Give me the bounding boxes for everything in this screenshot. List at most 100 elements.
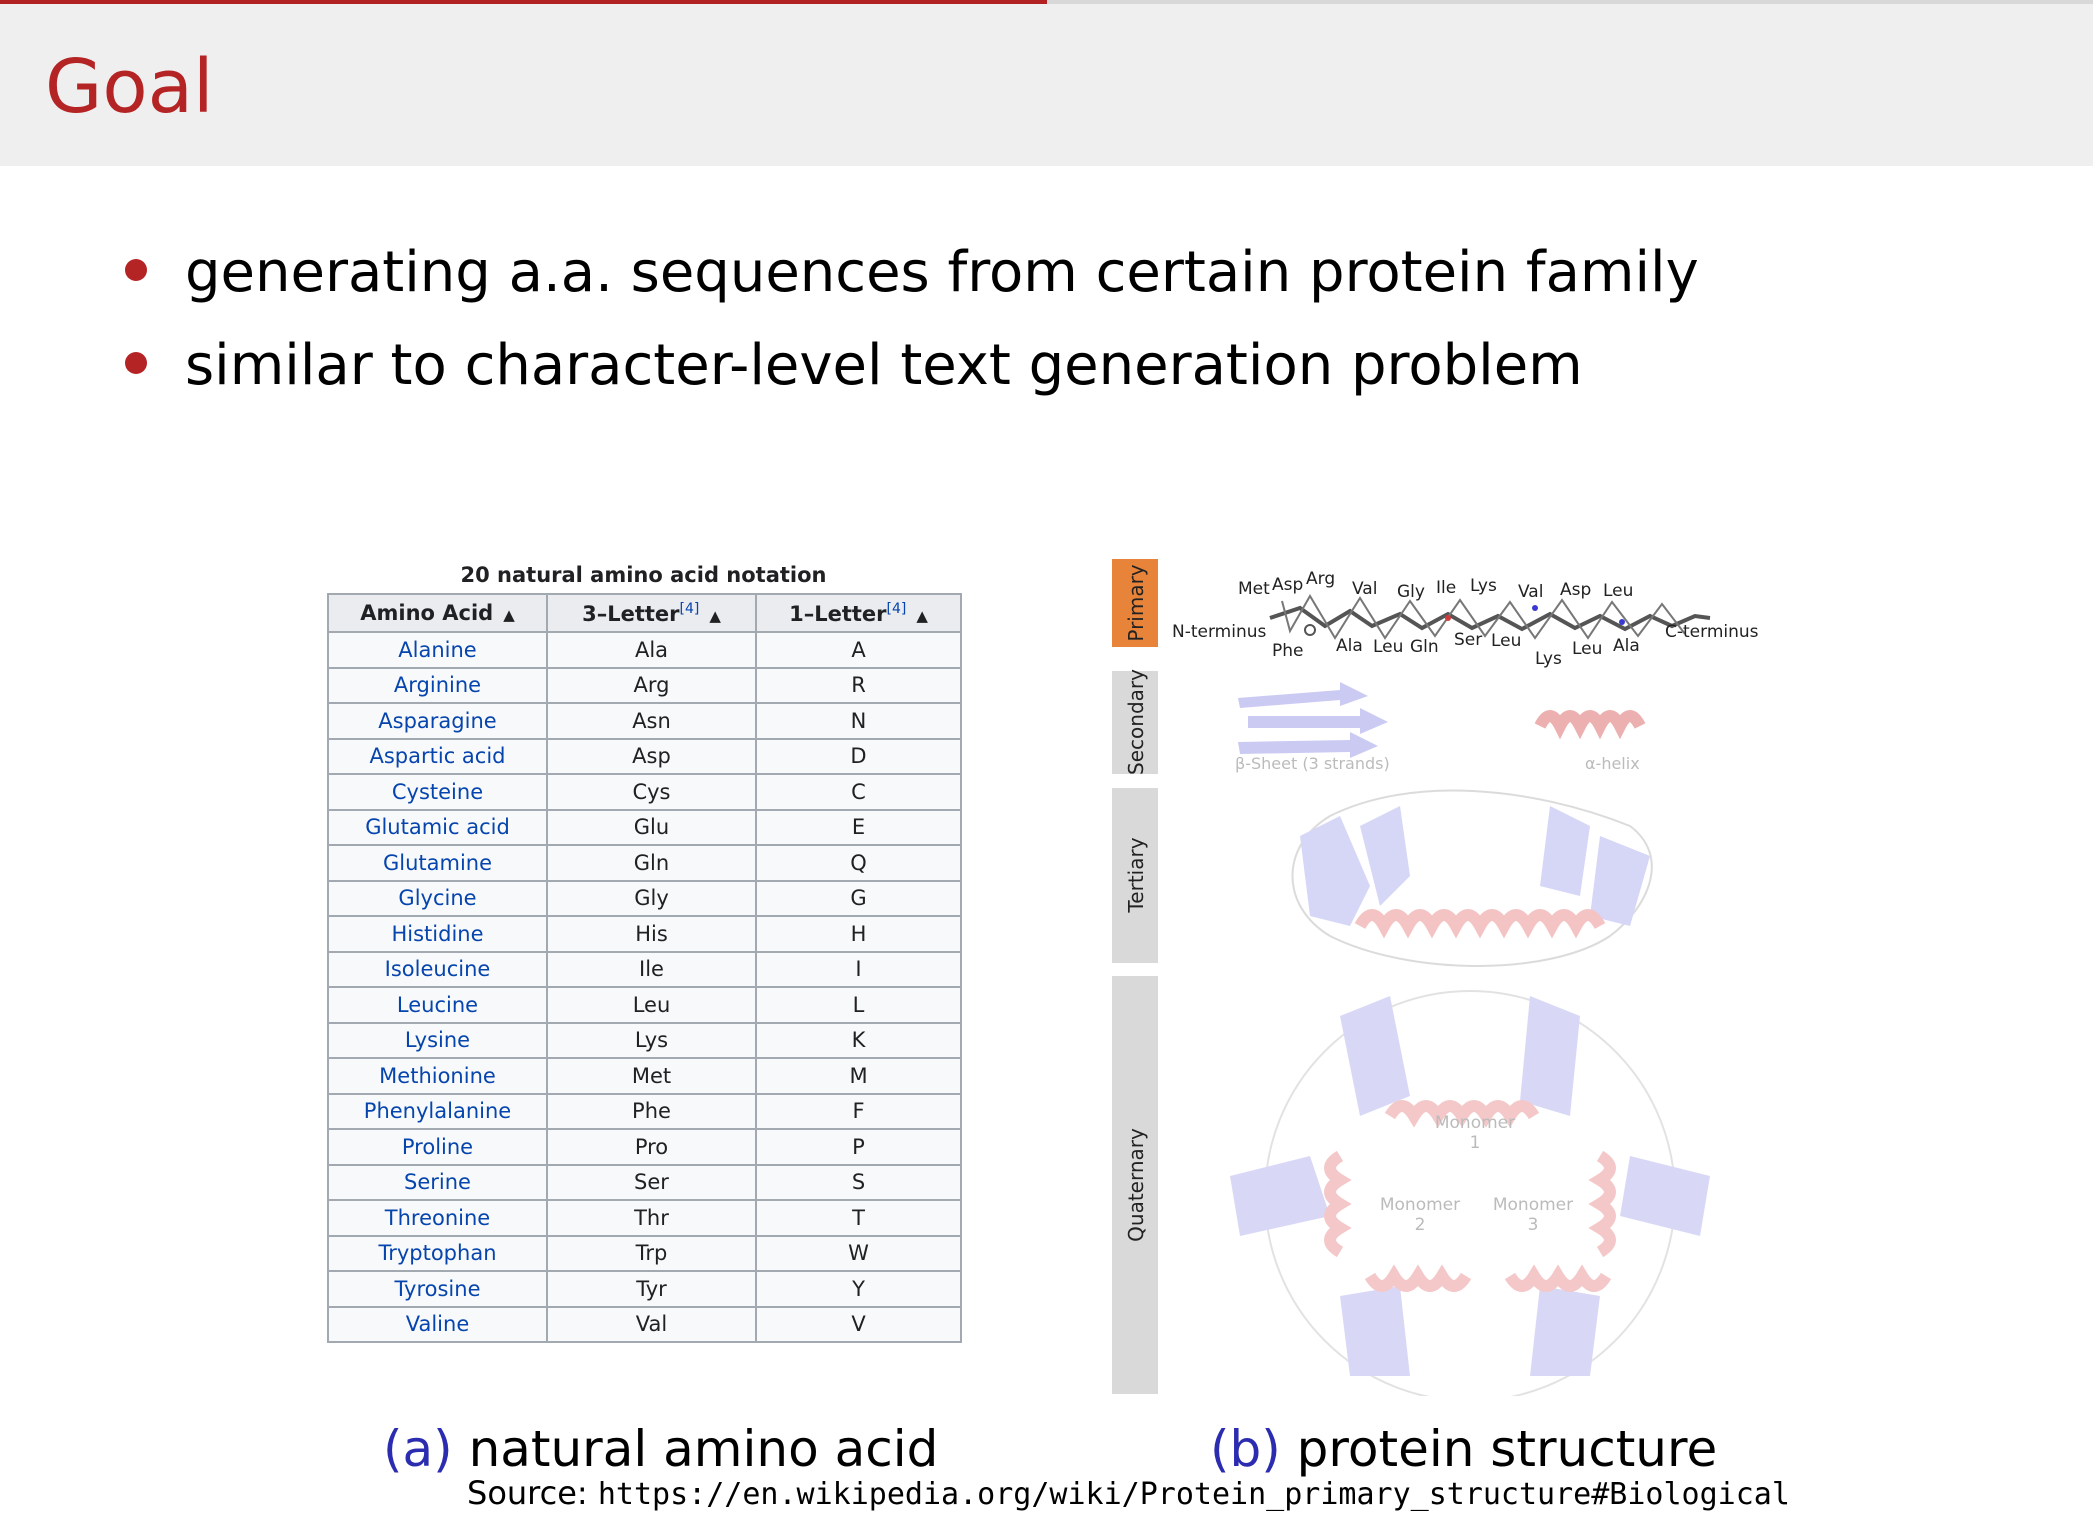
- tab-tertiary: [1112, 788, 1158, 963]
- residue-label: Ala: [1336, 636, 1363, 656]
- table-row: Glycine Gly G: [327, 879, 962, 917]
- residue-label: Leu: [1373, 637, 1403, 657]
- three-letter-code: Asp: [546, 737, 757, 775]
- three-letter-code: His: [546, 915, 757, 953]
- column-header-amino-acid[interactable]: Amino Acid ▲︎: [327, 593, 548, 633]
- one-letter-code: L: [755, 986, 962, 1024]
- amino-acid-link[interactable]: Asparagine: [327, 702, 548, 740]
- alpha-helix-label: α-helix: [1585, 754, 1640, 773]
- table-header-row: Amino Acid ▲︎ 3–Letter[4] ▲︎ 1–Letter[4] ▲︎: [327, 593, 962, 633]
- caption-label: (a): [383, 1420, 453, 1478]
- amino-acid-link[interactable]: Leucine: [327, 986, 548, 1024]
- amino-acid-link[interactable]: Isoleucine: [327, 950, 548, 988]
- residue-labels-top: Met Asp Arg Val Gly Ile Lys Val Asp Leu: [1238, 569, 1633, 602]
- table-row: Cysteine Cys C: [327, 773, 962, 811]
- amino-acid-link[interactable]: Lysine: [327, 1021, 548, 1059]
- amino-acid-link[interactable]: Phenylalanine: [327, 1092, 548, 1130]
- amino-acid-link[interactable]: Cysteine: [327, 773, 548, 811]
- amino-acid-link[interactable]: Threonine: [327, 1199, 548, 1237]
- one-letter-code: E: [755, 808, 962, 846]
- amino-acid-link[interactable]: Valine: [327, 1305, 548, 1343]
- three-letter-code: Thr: [546, 1199, 757, 1237]
- amino-acid-link[interactable]: Glycine: [327, 879, 548, 917]
- sort-icon: ▲︎: [916, 606, 928, 625]
- residue-label: Met: [1238, 579, 1270, 599]
- monomer-number: 3: [1528, 1215, 1539, 1235]
- three-letter-code: Phe: [546, 1092, 757, 1130]
- level-label: Primary: [1124, 564, 1148, 641]
- table-row: Tyrosine Tyr Y: [327, 1270, 962, 1308]
- one-letter-code: H: [755, 915, 962, 953]
- table-row: Aspartic acid Asp D: [327, 737, 962, 775]
- monomer-labels: Monomer 1 Monomer 2 Monomer 3: [1380, 1113, 1573, 1235]
- table-row: Isoleucine Ile I: [327, 950, 962, 988]
- subfigure-caption-b: (b) protein structure: [1210, 1424, 1717, 1474]
- residue-label: Phe: [1272, 641, 1304, 661]
- bullet-text: similar to character-level text generati…: [185, 333, 1583, 398]
- reference-link[interactable]: [4]: [679, 600, 700, 617]
- amino-acid-link[interactable]: Serine: [327, 1163, 548, 1201]
- residue-label: Val: [1352, 579, 1377, 599]
- source-line: Source: https://en.wikipedia.org/wiki/Pr…: [467, 1477, 1790, 1510]
- amino-acid-link[interactable]: Arginine: [327, 666, 548, 704]
- table-row: Lysine Lys K: [327, 1021, 962, 1059]
- reference-link[interactable]: [4]: [886, 600, 907, 617]
- level-label: Secondary: [1124, 669, 1148, 775]
- caption-label: (b): [1210, 1420, 1281, 1478]
- amino-acid-table: Amino Acid ▲︎ 3–Letter[4] ▲︎ 1–Letter[4] ▲︎…: [327, 593, 962, 1343]
- residue-label: Lys: [1535, 649, 1562, 669]
- one-letter-code: Y: [755, 1270, 962, 1308]
- residue-label: Lys: [1470, 576, 1497, 596]
- amino-acid-link[interactable]: Glutamine: [327, 844, 548, 882]
- amino-acid-link[interactable]: Histidine: [327, 915, 548, 953]
- amino-acid-link[interactable]: Alanine: [327, 631, 548, 669]
- one-letter-code: D: [755, 737, 962, 775]
- source-url[interactable]: https://en.wikipedia.org/wiki/Protein_pr…: [597, 1477, 1790, 1512]
- bullet-item: similar to character-level text generati…: [125, 338, 1583, 394]
- amino-acid-link[interactable]: Aspartic acid: [327, 737, 548, 775]
- primary-chain: [1269, 594, 1711, 640]
- bullet-dot-icon: [125, 351, 147, 374]
- bullet-text: generating a.a. sequences from certain p…: [185, 240, 1699, 305]
- monomer-label: Monomer: [1380, 1195, 1460, 1215]
- quaternary-graphic: [1230, 990, 1710, 1396]
- table-row: Valine Val V: [327, 1305, 962, 1343]
- one-letter-code: I: [755, 950, 962, 988]
- caption-text: natural amino acid: [468, 1420, 939, 1478]
- residue-label: Leu: [1603, 581, 1633, 601]
- one-letter-code: W: [755, 1234, 962, 1272]
- three-letter-code: Ala: [546, 631, 757, 669]
- three-letter-code: Arg: [546, 666, 757, 704]
- monomer-number: 1: [1470, 1133, 1481, 1153]
- bullet-item: generating a.a. sequences from certain p…: [125, 245, 1699, 301]
- monomer-label: Monomer: [1435, 1113, 1515, 1133]
- column-header-3-letter[interactable]: 3–Letter[4] ▲︎: [546, 593, 757, 633]
- residue-label: Gln: [1410, 637, 1439, 657]
- table-caption: 20 natural amino acid notation: [460, 563, 827, 587]
- table-row: Threonine Thr T: [327, 1199, 962, 1237]
- amino-acid-link[interactable]: Methionine: [327, 1057, 548, 1095]
- three-letter-code: Leu: [546, 986, 757, 1024]
- one-letter-code: G: [755, 879, 962, 917]
- residue-label: Ser: [1454, 630, 1482, 650]
- one-letter-code: P: [755, 1128, 962, 1166]
- sort-icon: ▲︎: [503, 606, 515, 624]
- three-letter-code: Ser: [546, 1163, 757, 1201]
- slide-header: Goal: [0, 4, 2093, 166]
- column-header-1-letter[interactable]: 1–Letter[4] ▲︎: [755, 593, 962, 633]
- residue-label: Leu: [1572, 639, 1602, 659]
- amino-acid-link[interactable]: Proline: [327, 1128, 548, 1166]
- residue-label: Gly: [1397, 582, 1425, 602]
- residue-label: Asp: [1272, 575, 1303, 595]
- one-letter-code: C: [755, 773, 962, 811]
- three-letter-code: Trp: [546, 1234, 757, 1272]
- beta-sheet-label: β-Sheet (3 strands): [1235, 754, 1390, 773]
- residue-labels-bottom: Phe Ala Leu Gln Ser Leu Lys Leu Ala: [1272, 630, 1640, 669]
- amino-acid-link[interactable]: Tryptophan: [327, 1234, 548, 1272]
- amino-acid-link[interactable]: Tyrosine: [327, 1270, 548, 1308]
- three-letter-code: Tyr: [546, 1270, 757, 1308]
- one-letter-code: K: [755, 1021, 962, 1059]
- table-row: Glutamine Gln Q: [327, 844, 962, 882]
- amino-acid-link[interactable]: Glutamic acid: [327, 808, 548, 846]
- one-letter-code: S: [755, 1163, 962, 1201]
